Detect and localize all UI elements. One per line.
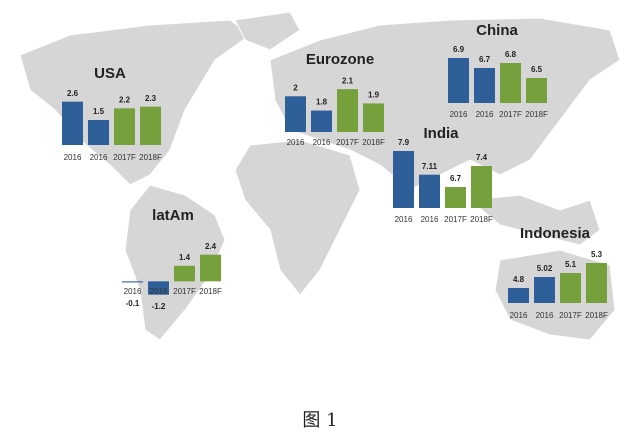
bar bbox=[474, 68, 495, 103]
category-label: 2016 bbox=[124, 287, 142, 296]
category-label: 2017F bbox=[173, 287, 196, 296]
category-label: 2018F bbox=[525, 110, 548, 119]
chart-title: Indonesia bbox=[520, 225, 591, 242]
value-label: 5.3 bbox=[591, 250, 603, 259]
category-label: 2016 bbox=[313, 138, 331, 147]
chart-title: China bbox=[476, 22, 518, 39]
category-label: 2018F bbox=[470, 215, 493, 224]
category-label: 2016 bbox=[450, 110, 468, 119]
category-label: 2017F bbox=[444, 215, 467, 224]
category-label: 2016 bbox=[395, 215, 413, 224]
value-label: 7.9 bbox=[398, 138, 410, 147]
value-label: 4.8 bbox=[513, 275, 525, 284]
value-label: 1.4 bbox=[179, 253, 191, 262]
chart-title: Eurozone bbox=[306, 51, 374, 68]
chart-title: latAm bbox=[152, 207, 194, 224]
category-label: 2016 bbox=[287, 138, 305, 147]
bar bbox=[586, 263, 607, 303]
category-label: 2018F bbox=[585, 311, 608, 320]
category-label: 2016 bbox=[536, 311, 554, 320]
bar bbox=[526, 78, 547, 103]
category-label: 2016 bbox=[476, 110, 494, 119]
value-label: 6.5 bbox=[531, 65, 543, 74]
bar bbox=[419, 174, 440, 208]
bar bbox=[393, 151, 414, 208]
category-label: 2018F bbox=[139, 153, 162, 162]
category-label: 2016 bbox=[90, 153, 108, 162]
value-label: 6.7 bbox=[450, 174, 462, 183]
category-label: 2017F bbox=[113, 153, 136, 162]
bar bbox=[148, 281, 169, 295]
chart-title: USA bbox=[94, 65, 126, 82]
value-label: -0.1 bbox=[126, 299, 140, 308]
bar bbox=[140, 106, 161, 145]
bar bbox=[62, 101, 83, 145]
value-label: 6.7 bbox=[479, 55, 491, 64]
bar bbox=[534, 277, 555, 303]
bar bbox=[337, 89, 358, 132]
bar bbox=[445, 187, 466, 208]
category-label: 2016 bbox=[510, 311, 528, 320]
value-label: 1.9 bbox=[368, 91, 380, 100]
bar bbox=[200, 254, 221, 282]
value-label: 2.3 bbox=[145, 94, 157, 103]
category-label: 2016 bbox=[421, 215, 439, 224]
caption: 图 1 bbox=[302, 410, 337, 431]
category-label: 2017F bbox=[499, 110, 522, 119]
bar bbox=[114, 108, 135, 145]
category-label: 2016 bbox=[64, 153, 82, 162]
value-label: 6.8 bbox=[505, 50, 517, 59]
category-label: 2018F bbox=[199, 287, 222, 296]
bar bbox=[500, 63, 521, 103]
bar bbox=[122, 281, 143, 283]
bar bbox=[363, 103, 384, 132]
value-label: 2.6 bbox=[67, 89, 79, 98]
category-label: 2018F bbox=[362, 138, 385, 147]
bar bbox=[174, 265, 195, 282]
value-label: 1.8 bbox=[316, 98, 328, 107]
category-label: 2017F bbox=[559, 311, 582, 320]
chart-title: India bbox=[423, 125, 459, 142]
value-label: 2 bbox=[293, 83, 298, 92]
bar bbox=[560, 273, 581, 303]
value-label: 2.1 bbox=[342, 76, 354, 85]
bar bbox=[471, 166, 492, 208]
value-label: 5.1 bbox=[565, 260, 577, 269]
world-map bbox=[19, 11, 621, 341]
value-label: 7.4 bbox=[476, 153, 488, 162]
bar bbox=[448, 58, 469, 103]
value-label: 2.4 bbox=[205, 242, 217, 251]
value-label: 2.2 bbox=[119, 95, 131, 104]
value-label: -1.2 bbox=[152, 302, 166, 311]
bar bbox=[285, 96, 306, 132]
value-label: 7.11 bbox=[422, 162, 438, 171]
value-label: 5.02 bbox=[537, 264, 553, 273]
bar bbox=[508, 288, 529, 303]
bar bbox=[311, 110, 332, 132]
value-label: 1.5 bbox=[93, 107, 105, 116]
category-label: 2016 bbox=[150, 287, 168, 296]
category-label: 2017F bbox=[336, 138, 359, 147]
value-label: 6.9 bbox=[453, 45, 465, 54]
bar bbox=[88, 120, 109, 145]
